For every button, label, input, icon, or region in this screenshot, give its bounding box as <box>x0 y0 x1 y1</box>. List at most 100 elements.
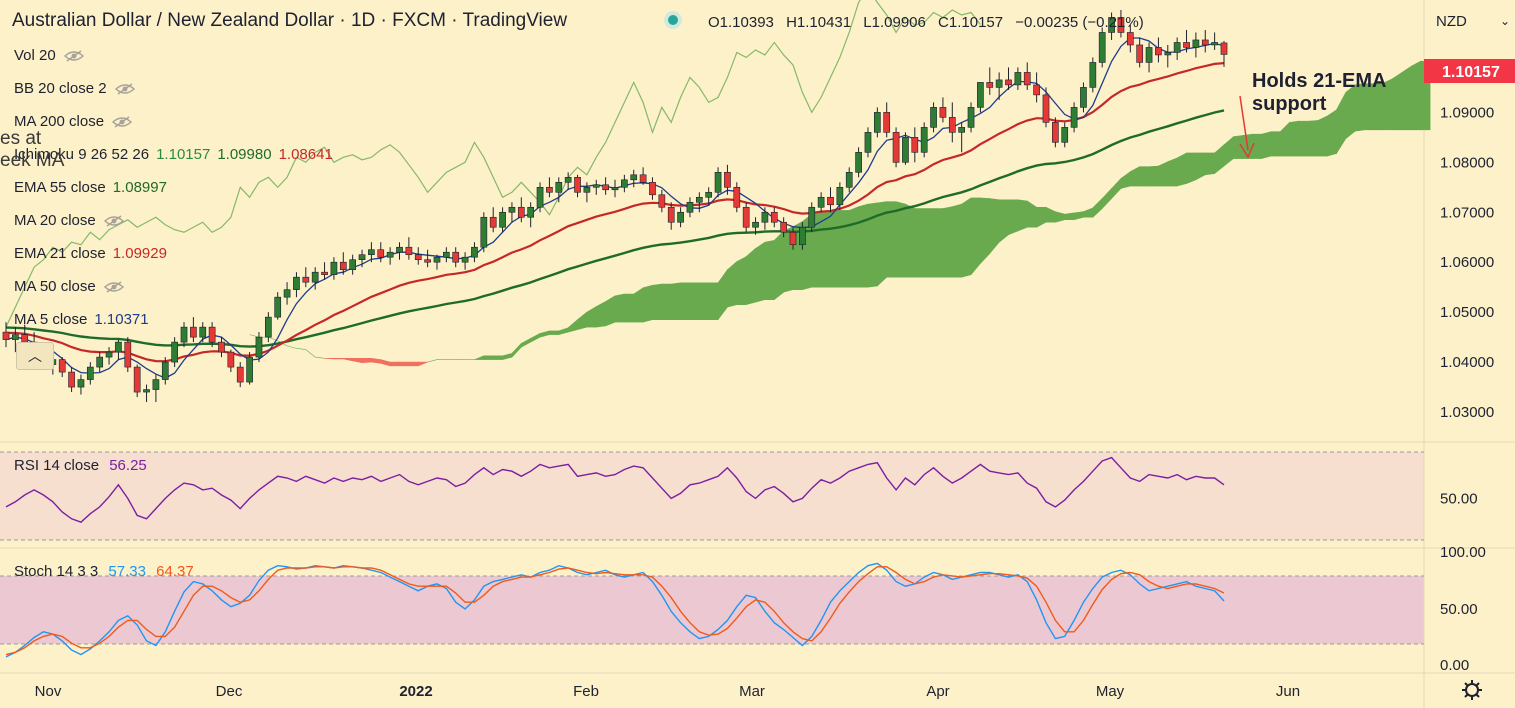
candle <box>977 82 984 113</box>
candle <box>873 107 881 138</box>
price-tick-label: 1.09000 <box>1440 104 1494 121</box>
cloud-segment-bullish <box>905 203 916 278</box>
cloud-segment-bullish <box>549 330 560 335</box>
cloud-segment-bullish <box>820 211 831 288</box>
legend-item[interactable]: MA 20 close <box>14 212 124 229</box>
cloud-segment-bullish <box>1167 157 1178 187</box>
legend-value: 1.10157 <box>156 146 211 163</box>
candle-body <box>143 389 150 393</box>
candle <box>574 174 581 198</box>
candle <box>995 72 1003 100</box>
candle <box>855 147 862 178</box>
candle-body <box>649 181 656 196</box>
candle-body <box>564 176 572 183</box>
eye-hidden-icon[interactable] <box>96 278 124 295</box>
candle-body <box>349 259 357 270</box>
candle <box>686 197 694 218</box>
candle-body <box>274 296 282 318</box>
cloud-segment-bullish <box>764 239 775 300</box>
candle <box>705 187 713 205</box>
cloud-segment-bullish <box>605 295 616 327</box>
candle-body <box>264 316 272 338</box>
candle <box>199 322 207 343</box>
candle-body <box>527 206 535 218</box>
candle <box>77 374 85 395</box>
candle-body <box>630 174 638 181</box>
candle-body <box>677 211 684 223</box>
candle-body <box>592 184 600 188</box>
candle <box>583 182 591 203</box>
legend-item[interactable]: MA 50 close <box>14 278 124 295</box>
price-tick-label: 1.03000 <box>1440 404 1494 421</box>
candle-body <box>124 341 132 368</box>
candle <box>799 222 806 250</box>
price-tick-label: 1.04000 <box>1440 354 1494 371</box>
price-tick-label: 1.08000 <box>1440 154 1494 171</box>
candle <box>564 172 572 190</box>
candle-body <box>611 186 619 191</box>
partial-text-line-2: eek MA <box>0 150 65 171</box>
cloud-segment-bullish <box>1298 120 1309 157</box>
chevron-down-icon[interactable]: ⌄ <box>1500 14 1510 28</box>
settings-gear-icon[interactable] <box>1462 680 1482 700</box>
price-tick-label: 1.05000 <box>1440 304 1494 321</box>
cloud-segment-bullish <box>1392 71 1403 131</box>
cloud-segment-bullish <box>1008 199 1019 236</box>
legend-label: EMA 55 close <box>14 179 106 196</box>
eye-hidden-icon[interactable] <box>107 80 135 97</box>
candle <box>274 292 282 320</box>
eye-hidden-icon[interactable] <box>104 113 133 130</box>
candle <box>845 167 853 193</box>
candle <box>555 177 563 203</box>
candle-body <box>58 359 66 373</box>
candle <box>1108 12 1115 40</box>
candle <box>1033 72 1040 103</box>
candle <box>761 207 769 230</box>
currency-label[interactable]: NZD <box>1436 13 1467 30</box>
cloud-segment-bullish <box>1148 165 1159 187</box>
legend-item[interactable]: Vol 20 <box>14 47 84 64</box>
candle <box>714 167 722 198</box>
candle-body <box>1117 17 1125 33</box>
candle-body <box>742 206 750 228</box>
eye-hidden-icon[interactable] <box>56 47 84 64</box>
time-tick-label: Jun <box>1276 683 1300 700</box>
legend-item[interactable]: BB 20 close 2 <box>14 80 135 97</box>
rsi-tick-label: 50.00 <box>1440 490 1478 507</box>
annotation-arrow <box>1239 95 1255 159</box>
legend-value: 1.08641 <box>278 146 333 163</box>
candle <box>677 207 684 228</box>
candle-body <box>293 276 300 290</box>
candle-body <box>480 216 488 248</box>
candle-body <box>171 341 178 363</box>
candle <box>377 242 385 263</box>
legend-item[interactable]: MA 200 close <box>14 113 133 130</box>
candle <box>1136 37 1144 68</box>
candle <box>386 247 394 265</box>
candle <box>424 249 431 268</box>
collapse-legend-button[interactable]: ︿ <box>16 342 54 370</box>
candle-body <box>714 172 722 193</box>
candle-body <box>21 334 29 343</box>
cloud-segment-bullish <box>848 206 859 288</box>
cloud-segment-bullish <box>727 260 738 308</box>
cloud-segment-bullish <box>633 287 644 323</box>
candle <box>752 217 759 235</box>
candle-body <box>443 251 450 258</box>
legend-item[interactable]: Ichimoku 9 26 52 26 1.10157 1.09980 1.08641 <box>14 146 333 163</box>
candle <box>836 182 844 210</box>
legend-item[interactable]: MA 5 close 1.10371 <box>14 311 149 328</box>
eye-hidden-icon[interactable] <box>96 212 124 229</box>
candle <box>1220 40 1228 67</box>
legend-item[interactable]: EMA 55 close 1.08997 <box>14 179 167 196</box>
candle-body <box>133 366 141 393</box>
cloud-segment-bullish <box>933 208 944 278</box>
cloud-segment-bearish <box>361 358 372 364</box>
cloud-segment-bullish <box>755 241 766 303</box>
legend-item[interactable]: EMA 21 close 1.09929 <box>14 245 167 262</box>
candle <box>939 97 947 123</box>
candle <box>293 272 300 298</box>
rsi-line <box>5 456 1225 524</box>
candle <box>986 67 994 95</box>
